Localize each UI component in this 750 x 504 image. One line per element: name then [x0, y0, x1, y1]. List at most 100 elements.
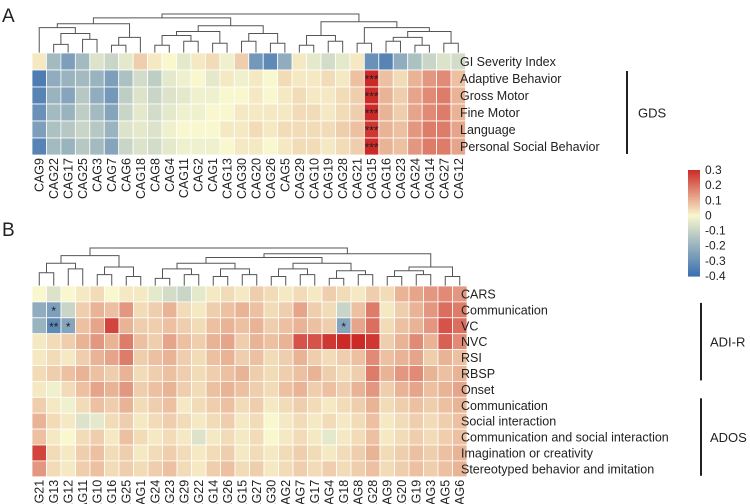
colorbar-segment	[688, 260, 700, 263]
heatmap-cell	[436, 137, 452, 156]
column-label: CAG30	[265, 480, 279, 504]
heatmap-cell	[379, 428, 395, 446]
heatmap-cell	[263, 317, 279, 335]
heatmap-cell	[118, 137, 134, 156]
column-label: CAG26	[264, 158, 278, 199]
heatmap-cell	[378, 137, 394, 156]
heatmap-cell	[118, 285, 134, 303]
heatmap-cell	[394, 460, 410, 478]
dendrogram-branch	[241, 40, 257, 53]
heatmap-cell	[234, 396, 250, 414]
heatmap-cell	[408, 333, 424, 351]
heatmap-cell	[421, 120, 437, 139]
heatmap-cell	[60, 301, 76, 319]
heatmap-cell	[104, 444, 120, 462]
heatmap-cell	[89, 285, 105, 303]
dendrogram-branch	[53, 43, 69, 53]
heatmap-cell	[307, 444, 323, 462]
heatmap-cell	[162, 349, 178, 366]
heatmap-cell	[220, 460, 236, 478]
colorbar-segment	[688, 235, 700, 238]
heatmap-cell	[335, 103, 351, 122]
heatmap-cell	[292, 460, 308, 478]
heatmap-cell	[147, 120, 163, 139]
heatmap-cell	[31, 428, 47, 446]
heatmap-cell	[292, 333, 308, 351]
panel-b-label: B	[2, 220, 15, 241]
dendrogram-branch	[60, 255, 120, 267]
heatmap-cell	[60, 412, 76, 430]
heatmap-cell	[103, 86, 120, 105]
heatmap-cell	[336, 396, 352, 414]
heatmap-cell	[118, 396, 134, 414]
heatmap-cell	[277, 52, 293, 71]
heatmap-cell	[31, 349, 47, 366]
heatmap-cell	[162, 285, 178, 303]
heatmap-cell	[205, 412, 221, 430]
heatmap-cell	[307, 349, 323, 366]
heatmap-cell	[220, 333, 236, 351]
heatmap-cell	[89, 365, 105, 382]
heatmap-cell	[349, 137, 365, 156]
heatmap-cell	[89, 69, 105, 88]
heatmap-cell	[104, 460, 120, 478]
heatmap-cell	[407, 86, 423, 105]
heatmap-cell	[60, 69, 76, 88]
dendrogram-branch	[298, 44, 315, 53]
heatmap-cell	[378, 69, 394, 88]
heatmap-cell	[104, 412, 120, 430]
dendrogram-branch	[328, 277, 345, 286]
colorbar-segment	[688, 205, 700, 208]
significance-marker: ***	[365, 73, 379, 87]
heatmap-cell	[336, 301, 352, 319]
heatmap-cell	[378, 86, 394, 105]
heatmap-cell	[104, 380, 120, 398]
heatmap-cell	[204, 120, 221, 139]
heatmap-cell	[133, 380, 149, 398]
heatmap-cell	[262, 52, 279, 71]
heatmap-cell	[365, 460, 381, 478]
heatmap-cell	[234, 349, 250, 366]
heatmap-cell	[103, 69, 120, 88]
heatmap-cell	[263, 301, 279, 319]
heatmap-cell	[450, 137, 466, 156]
column-label: CAG28	[366, 480, 380, 504]
heatmap-cell	[219, 103, 235, 122]
heatmap-cell	[365, 396, 381, 414]
heatmap-cell	[147, 285, 163, 303]
heatmap-cell	[335, 69, 351, 88]
dendrogram-branch	[110, 44, 127, 53]
heatmap-cell	[408, 285, 424, 303]
heatmap-cell	[408, 396, 424, 414]
heatmap-cell	[436, 86, 452, 105]
heatmap-cell	[263, 285, 279, 303]
heatmap-cell	[262, 69, 279, 88]
colorbar-segment	[688, 185, 700, 189]
heatmap-cell	[205, 301, 221, 319]
column-label: CAG9	[381, 480, 395, 504]
colorbar-segment	[688, 251, 700, 254]
heatmap-cell	[234, 428, 250, 446]
heatmap-cell	[132, 137, 148, 156]
significance-marker: ***	[365, 90, 379, 104]
heatmap-cell	[234, 460, 250, 478]
heatmap-cell	[320, 69, 336, 88]
group-label: GDS	[638, 106, 667, 121]
heatmap-cell	[321, 428, 337, 446]
colorbar-segment	[688, 203, 700, 206]
heatmap-cell	[278, 333, 294, 351]
heatmap-cell	[306, 137, 322, 156]
column-label: CAG27	[250, 480, 264, 504]
column-label: CAG25	[76, 158, 90, 199]
heatmap-cell	[220, 317, 236, 335]
column-label: CAG8	[148, 158, 162, 192]
heatmap-cell	[205, 333, 221, 351]
column-label: CAG20	[249, 158, 263, 199]
heatmap-cell	[234, 317, 250, 335]
heatmap-cell	[421, 52, 437, 71]
heatmap-cell	[379, 412, 395, 430]
heatmap-cell	[89, 396, 105, 414]
heatmap-cell	[233, 103, 250, 122]
heatmap-cell	[291, 52, 307, 71]
dendrogram-branch	[414, 44, 430, 53]
